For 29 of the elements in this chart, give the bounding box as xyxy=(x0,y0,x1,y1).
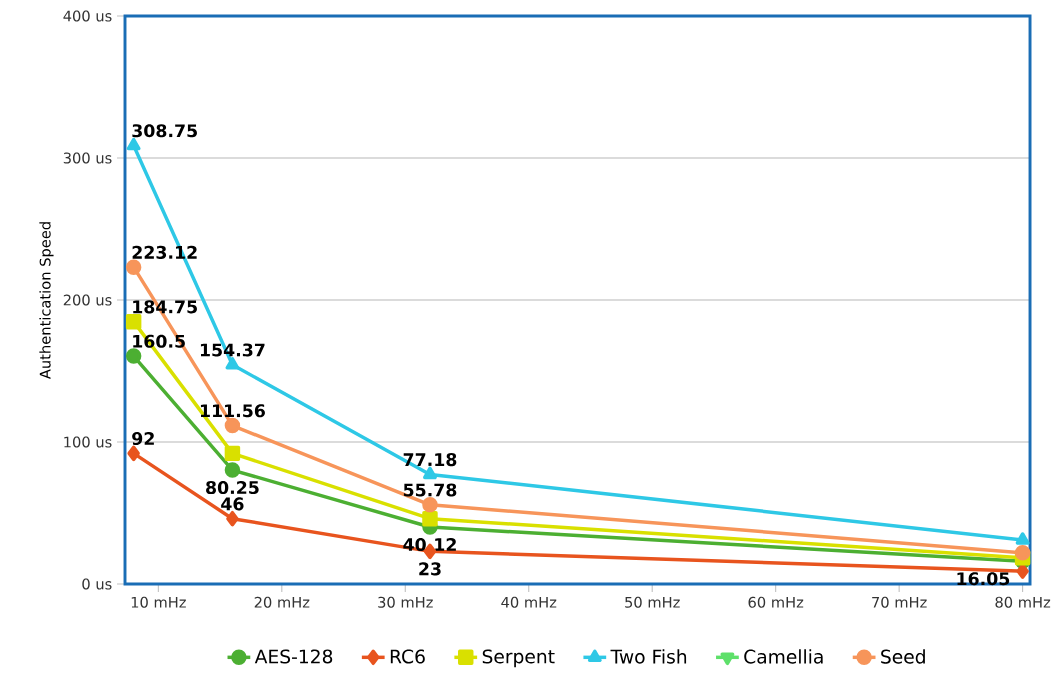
x-tick-label: 60 mHz xyxy=(748,596,804,608)
legend-label: Seed xyxy=(881,649,925,664)
legend-label: Serpent xyxy=(482,649,555,668)
data-label: 16.05 xyxy=(957,572,1010,586)
x-tick-label: 30 mHz xyxy=(378,596,433,608)
data-label: 23 xyxy=(419,562,441,576)
data-label: 40.12 xyxy=(403,537,456,552)
y-tick-label: 100 us xyxy=(64,436,112,448)
data-label: 55.78 xyxy=(403,483,457,497)
data-label: 92 xyxy=(132,431,154,446)
legend-label: Two Fish xyxy=(610,649,687,664)
legend-label: Camellia xyxy=(744,649,823,664)
x-tick-label: 20 mHz xyxy=(254,596,310,608)
x-tick-label: 50 mHz xyxy=(625,596,680,608)
data-label: 77.18 xyxy=(403,453,457,467)
y-tick-label: 0 us xyxy=(82,578,112,590)
y-tick-label: 400 us xyxy=(63,10,112,22)
x-tick-label: 40 mHz xyxy=(501,596,557,608)
y-tick-label: 300 us xyxy=(63,152,112,164)
y-tick-label: 200 us xyxy=(63,294,112,306)
y-axis-title: Authentication Speed xyxy=(39,222,54,380)
x-tick-label: 80 mHz xyxy=(995,596,1051,608)
x-tick-label: 70 mHz xyxy=(872,596,927,608)
legend-label: RC6 xyxy=(390,649,425,664)
data-label: 308.75 xyxy=(132,124,197,138)
data-label: 46 xyxy=(221,497,244,511)
legend-label: AES-128 xyxy=(254,649,333,664)
data-label: 80.25 xyxy=(206,480,259,495)
x-tick-label: 10 mHz xyxy=(131,596,186,608)
